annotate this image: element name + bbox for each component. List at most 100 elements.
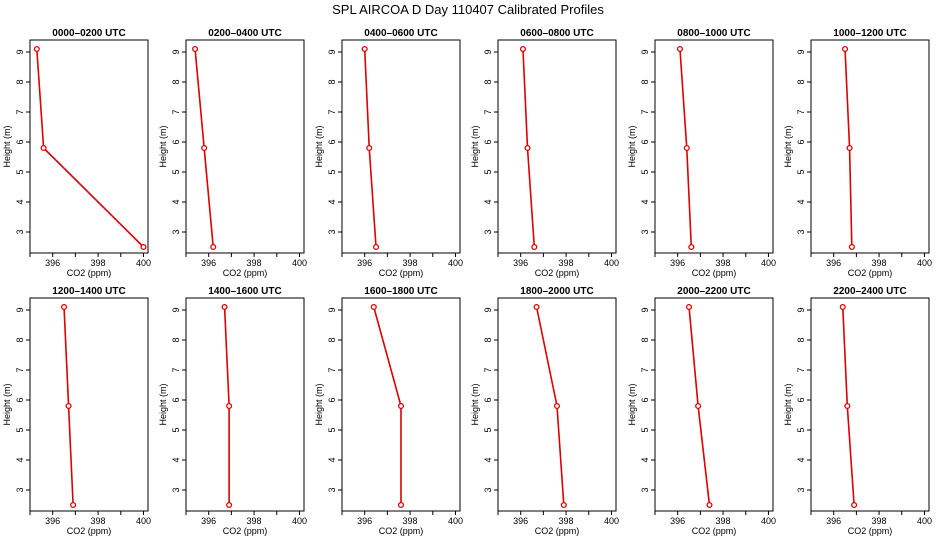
x-axis-label: CO2 (ppm) [379,268,424,278]
x-tick-label: 400 [604,516,619,526]
x-tick-label: 400 [136,258,151,268]
x-tick-label: 400 [136,516,151,526]
y-tick-label: 7 [327,367,337,372]
y-tick-label: 7 [15,109,25,114]
y-tick-label: 9 [796,307,806,312]
plot-frame [29,39,149,254]
y-tick-label: 9 [327,49,337,54]
plot-frame [810,297,930,512]
y-tick-label: 5 [171,427,181,432]
y-tick-label: 6 [327,397,337,402]
y-tick-label: 6 [483,139,493,144]
y-axis-label: Height (m) [314,125,324,167]
y-tick-label: 3 [483,487,493,492]
panel-title: 0400–0600 UTC [364,28,437,39]
y-tick-label: 5 [327,427,337,432]
x-tick-label: 396 [826,258,841,268]
y-tick-label: 4 [15,199,25,204]
panel-8: 1400–1600 UTC 396 398 400 3 4 5 6 7 8 9 CO2 (ppm) He… [158,286,307,536]
y-tick-label: 9 [327,307,337,312]
panel-title: 2200–2400 UTC [833,286,906,297]
y-tick-label: 8 [15,337,25,342]
plot-frame [497,297,617,512]
y-tick-label: 6 [796,397,806,402]
x-tick-label: 400 [761,258,776,268]
y-tick-label: 3 [796,487,806,492]
y-axis-label: Height (m) [158,383,168,425]
y-tick-label: 8 [483,337,493,342]
y-tick-label: 9 [171,307,181,312]
plot-frame [654,297,774,512]
y-tick-label: 5 [483,169,493,174]
x-tick-label: 398 [91,516,106,526]
y-tick-label: 5 [483,427,493,432]
y-tick-label: 8 [327,337,337,342]
panel-title: 0800–1000 UTC [677,28,750,39]
y-tick-label: 8 [171,79,181,84]
panel-4: 0600–0800 UTC 396 398 400 3 4 5 6 7 8 9 CO2 (ppm) He… [470,28,619,278]
plot-frame [341,39,461,254]
x-axis-label: CO2 (ppm) [848,526,893,536]
plot-frame [341,297,461,512]
y-tick-label: 3 [640,487,650,492]
x-tick-label: 400 [917,258,932,268]
y-tick-label: 5 [171,169,181,174]
data-point [688,243,695,251]
y-tick-label: 4 [327,199,337,204]
panel-12: 2200–2400 UTC 396 398 400 3 4 5 6 7 8 9 CO2 (ppm) He… [783,286,932,536]
panel-title: 1600–1800 UTC [364,286,437,297]
panel-title: 0000–0200 UTC [52,28,125,39]
y-axis-label: Height (m) [158,125,168,167]
x-tick-label: 400 [292,258,307,268]
y-tick-label: 6 [640,397,650,402]
x-tick-label: 396 [826,516,841,526]
y-tick-label: 6 [171,397,181,402]
panel-3: 0400–0600 UTC 396 398 400 3 4 5 6 7 8 9 CO2 (ppm) He… [314,28,463,278]
data-point [361,45,368,53]
y-tick-label: 4 [171,457,181,462]
x-tick-label: 396 [670,516,685,526]
x-axis-label: CO2 (ppm) [67,526,112,536]
y-tick-label: 6 [796,139,806,144]
y-tick-label: 8 [640,79,650,84]
data-point [33,45,40,53]
y-tick-label: 3 [327,229,337,234]
y-tick-label: 3 [640,229,650,234]
x-tick-label: 396 [357,516,372,526]
data-point [841,45,849,53]
x-axis-label: CO2 (ppm) [67,268,112,278]
data-point [70,501,77,509]
data-point [221,303,228,311]
y-tick-label: 4 [796,457,806,462]
y-tick-label: 7 [796,109,806,114]
x-tick-label: 400 [917,516,932,526]
data-point [40,144,47,152]
x-axis-label: CO2 (ppm) [379,526,424,536]
panel-5: 0800–1000 UTC 396 398 400 3 4 5 6 7 8 9 CO2 (ppm) He… [627,28,776,278]
y-axis-label: Height (m) [2,125,12,167]
y-tick-label: 5 [640,169,650,174]
series-line [372,306,402,505]
data-point [210,243,217,251]
x-tick-label: 396 [201,516,216,526]
data-point [683,144,690,152]
y-tick-label: 4 [171,199,181,204]
x-axis-label: CO2 (ppm) [692,268,737,278]
data-point [372,243,380,251]
y-tick-label: 7 [483,367,493,372]
y-tick-label: 5 [15,427,25,432]
panel-2: 0200–0400 UTC 396 398 400 3 4 5 6 7 8 9 CO2 (ppm) He… [158,28,307,278]
y-axis-label: Height (m) [627,383,637,425]
x-tick-label: 398 [559,516,574,526]
y-tick-label: 7 [796,367,806,372]
panel-title: 1400–1600 UTC [208,286,281,297]
y-tick-label: 4 [327,457,337,462]
y-tick-label: 3 [483,229,493,234]
x-tick-label: 398 [247,516,262,526]
y-tick-label: 9 [15,49,25,54]
x-tick-label: 398 [403,258,418,268]
y-tick-label: 5 [640,427,650,432]
series-line [36,48,145,248]
plot-frame [497,39,617,254]
plot-frame [654,39,774,254]
